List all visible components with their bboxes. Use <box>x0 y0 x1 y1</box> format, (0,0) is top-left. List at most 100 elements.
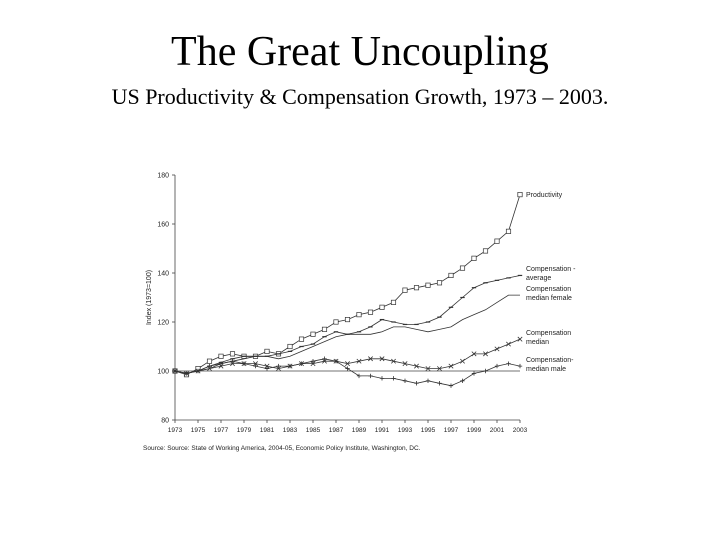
data-point <box>310 361 316 367</box>
data-point <box>402 287 408 293</box>
legend-label-0: Productivity <box>526 192 563 199</box>
data-point <box>321 326 328 332</box>
data-point <box>494 238 500 244</box>
data-point <box>460 358 465 364</box>
chart-source: Source: Source: State of Working America… <box>143 445 421 452</box>
data-point <box>437 381 442 386</box>
slide-subtitle: US Productivity & Compensation Growth, 1… <box>111 84 609 109</box>
data-point <box>172 368 178 374</box>
series-line-0 <box>174 194 521 376</box>
slide-title: The Great Uncoupling <box>171 29 549 75</box>
data-point <box>494 346 500 352</box>
data-point <box>506 341 511 347</box>
data-point <box>333 359 339 364</box>
data-point <box>425 366 431 372</box>
data-point <box>471 351 477 357</box>
data-point <box>505 228 512 234</box>
x-tick-label: 1997 <box>444 427 459 434</box>
x-tick-label: 1985 <box>306 427 321 434</box>
data-point <box>298 336 305 342</box>
data-point <box>356 312 362 318</box>
data-point <box>390 299 397 305</box>
y-tick-label: 80 <box>161 418 169 425</box>
data-point <box>218 361 224 366</box>
x-tick-label: 1999 <box>467 427 482 434</box>
data-point <box>356 373 362 379</box>
data-point <box>379 376 385 381</box>
data-point <box>184 371 189 376</box>
data-point <box>287 363 293 369</box>
data-point <box>517 336 523 342</box>
x-tick-label: 1981 <box>260 427 275 434</box>
data-point <box>264 363 270 369</box>
x-tick-label: 1987 <box>329 427 344 434</box>
data-point <box>517 363 523 369</box>
data-point <box>483 368 488 374</box>
data-point <box>425 378 431 383</box>
data-point <box>310 331 316 337</box>
y-tick-label: 120 <box>157 320 169 327</box>
data-point <box>218 353 224 359</box>
series-line-4 <box>174 358 521 387</box>
x-tick-label: 1983 <box>283 427 298 434</box>
data-point <box>356 358 362 364</box>
data-point <box>483 351 488 357</box>
data-point <box>425 282 431 288</box>
data-point <box>391 358 396 364</box>
legend-label-4: Compensation- <box>526 357 574 364</box>
data-point <box>482 248 489 254</box>
x-tick-label: 1975 <box>191 427 206 434</box>
data-point <box>517 192 523 198</box>
data-point <box>207 363 212 369</box>
data-point <box>414 363 419 369</box>
data-point <box>310 359 316 364</box>
x-tick-label: 1979 <box>237 427 252 434</box>
data-point <box>264 366 270 371</box>
data-point <box>437 366 442 372</box>
legend-label-1: average <box>526 275 551 282</box>
series-line-1 <box>174 275 521 374</box>
x-tick-label: 1991 <box>375 427 390 434</box>
y-tick-label: 180 <box>157 173 169 180</box>
data-point <box>402 361 408 367</box>
data-point <box>333 319 339 325</box>
x-tick-label: 1995 <box>421 427 436 434</box>
data-point <box>241 361 247 366</box>
data-point <box>230 359 235 364</box>
y-tick-label: 140 <box>157 271 169 278</box>
y-axis-label: Index (1973=100) <box>146 270 153 325</box>
data-point <box>459 265 466 271</box>
data-point <box>206 358 213 364</box>
data-point <box>391 376 396 381</box>
x-tick-label: 2001 <box>490 427 505 434</box>
data-point <box>276 366 281 372</box>
data-point <box>471 371 477 376</box>
data-point <box>367 309 374 315</box>
data-point <box>402 378 408 383</box>
data-point <box>448 272 454 279</box>
data-point <box>506 361 511 366</box>
data-point <box>253 363 258 369</box>
x-tick-label: 1993 <box>398 427 413 434</box>
data-point <box>414 381 419 386</box>
data-point <box>368 373 373 379</box>
data-point <box>345 366 350 371</box>
x-tick-label: 1973 <box>168 427 183 434</box>
data-point <box>448 383 454 388</box>
data-point <box>460 378 465 383</box>
data-point <box>287 343 293 350</box>
data-point <box>436 280 443 286</box>
data-point <box>345 361 350 367</box>
legend-label-3: median <box>526 339 549 346</box>
x-tick-label: 1977 <box>214 427 229 434</box>
legend-label-2: median female <box>526 295 572 302</box>
y-tick-label: 160 <box>157 222 169 229</box>
data-point <box>264 348 270 354</box>
legend-label-1: Compensation - <box>526 266 576 273</box>
data-point <box>229 351 236 357</box>
data-point <box>299 361 304 366</box>
data-point <box>368 356 373 362</box>
data-point <box>379 356 385 362</box>
data-point <box>253 361 258 367</box>
